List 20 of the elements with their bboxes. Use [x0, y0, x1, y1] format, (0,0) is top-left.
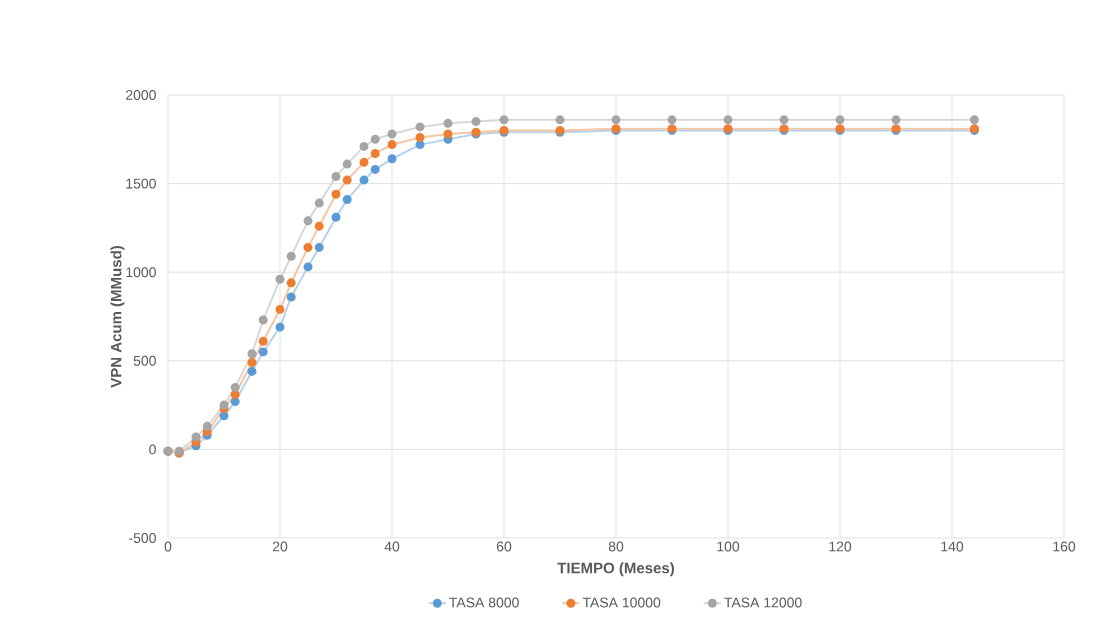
x-tick-label: 160 — [1053, 541, 1076, 552]
x-tick-label: 140 — [941, 541, 964, 552]
x-tick-label: 120 — [829, 541, 852, 552]
y-tick-label: 2000 — [126, 90, 156, 100]
x-tick-label: 20 — [272, 541, 288, 552]
x-tick-label: 100 — [717, 541, 740, 552]
legend-label: TASA 12000 — [724, 597, 802, 608]
y-axis-title: VPN Acum (MMusd) — [110, 246, 125, 388]
x-tick-label: 80 — [608, 541, 624, 552]
y-tick-label: 500 — [133, 355, 156, 366]
legend-label: TASA 10000 — [582, 597, 661, 608]
y-tick-label: 1500 — [126, 178, 156, 189]
y-tick-label: 1000 — [126, 267, 156, 278]
x-tick-label: 60 — [496, 541, 512, 552]
x-tick-label: 40 — [384, 541, 400, 552]
legend-label: TASA 8000 — [449, 597, 519, 608]
y-tick-label: 0 — [149, 444, 156, 455]
y-tick-label: -500 — [129, 533, 156, 543]
x-tick-label: 0 — [164, 541, 172, 552]
x-axis-title: TIEMPO (Meses) — [557, 562, 674, 577]
